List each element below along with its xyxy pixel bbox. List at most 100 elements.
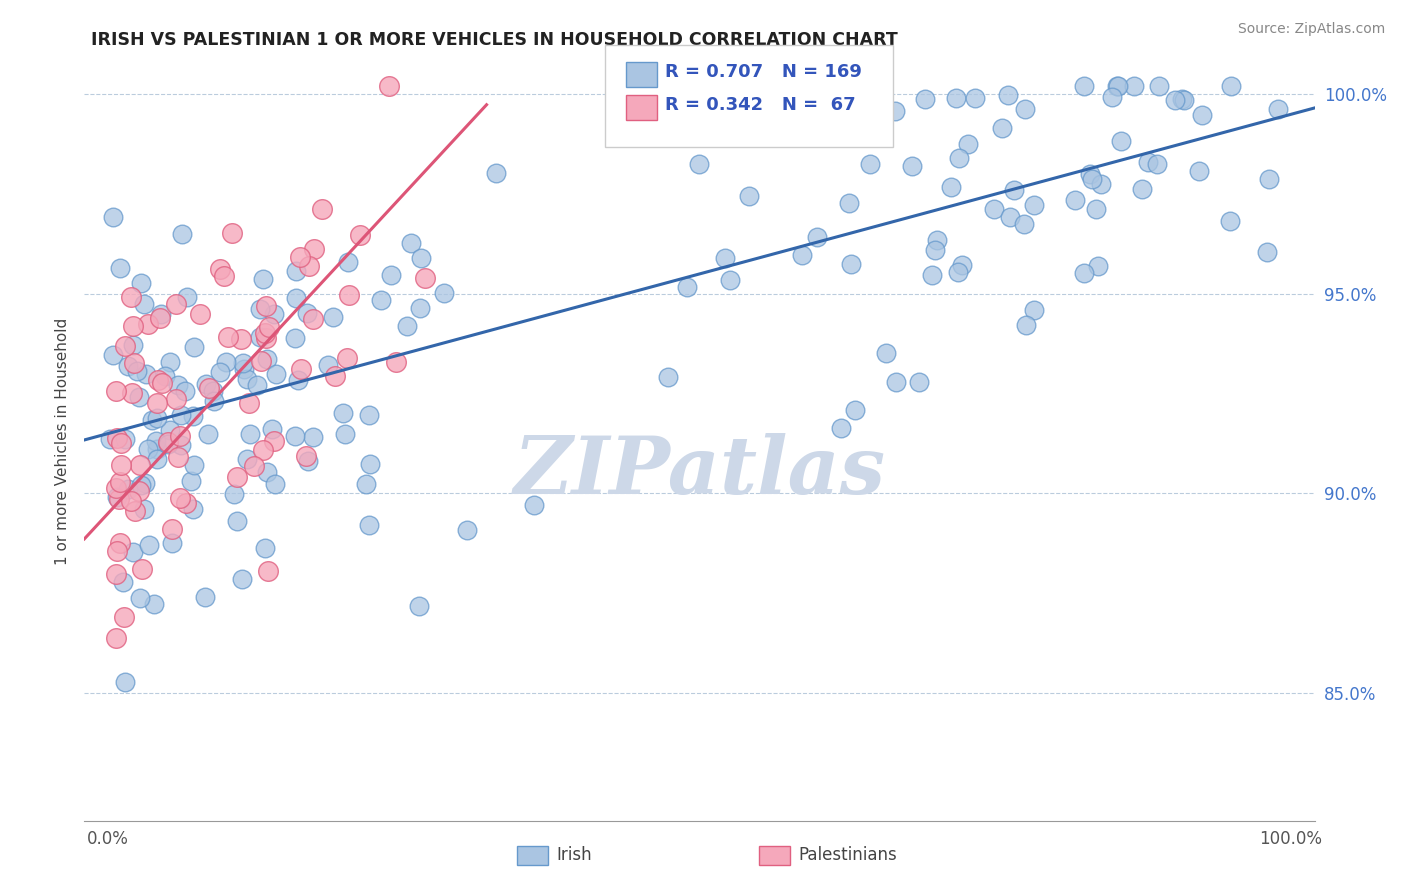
Point [114,339,136,353]
Point [252,443,274,458]
Point [256,465,278,479]
Point [287,374,309,388]
Point [316,359,339,373]
Point [145,434,167,449]
Point [120,493,142,508]
Point [243,459,266,474]
Text: ZIPatlas: ZIPatlas [513,434,886,510]
Point [1107,79,1129,94]
Point [1146,157,1168,171]
Point [108,492,131,507]
Point [884,375,907,389]
Point [114,432,136,446]
Point [136,442,159,457]
Point [787,79,810,94]
Point [159,424,181,438]
Point [266,367,288,381]
Point [939,180,962,194]
Point [159,355,181,369]
Point [150,376,173,391]
Point [1256,244,1278,259]
Point [254,541,277,555]
Point [298,259,321,273]
Point [357,408,380,422]
Point [146,373,169,387]
Point [1122,79,1144,94]
Y-axis label: 1 or more Vehicles in Household: 1 or more Vehicles in Household [55,318,70,566]
Point [121,318,143,333]
Point [195,377,218,392]
Point [132,501,155,516]
Point [169,491,191,505]
Point [337,288,360,302]
Point [101,348,124,362]
Point [884,104,907,119]
Point [948,151,970,165]
Point [128,390,150,404]
Point [965,90,987,104]
Point [226,514,249,528]
Text: Irish: Irish [557,847,592,864]
Point [998,211,1021,225]
Point [110,458,132,472]
Point [357,517,380,532]
Point [675,280,697,294]
Point [1188,163,1211,178]
Point [991,121,1014,136]
Point [703,79,725,94]
Point [1258,172,1281,186]
Point [1014,103,1036,117]
Point [1173,93,1195,107]
Point [336,254,359,268]
Point [257,564,280,578]
Point [246,377,269,392]
Point [209,262,232,277]
Point [297,454,319,468]
Point [101,210,124,224]
Point [181,502,204,516]
Point [378,79,401,94]
Point [1090,177,1112,191]
Point [176,290,198,304]
Point [129,277,152,291]
Point [183,458,205,473]
Point [198,381,221,395]
Point [408,599,430,613]
Text: R = 0.707   N = 169: R = 0.707 N = 169 [665,63,862,81]
Point [117,359,139,374]
Point [180,474,202,488]
Point [146,442,169,456]
Point [231,572,253,586]
Point [256,330,278,344]
Point [1014,318,1036,332]
Point [359,457,381,471]
Point [114,674,136,689]
Point [252,272,274,286]
Point [138,538,160,552]
Point [875,346,897,360]
Point [956,136,979,151]
Point [167,450,190,465]
Point [145,395,167,409]
Point [250,354,273,368]
Point [169,408,191,422]
Point [946,265,969,279]
Point [295,305,318,319]
Point [290,362,312,376]
Point [226,470,249,484]
Point [288,250,311,264]
Point [127,364,149,378]
Text: Palestinians: Palestinians [799,847,897,864]
Point [239,427,262,442]
Point [215,354,238,368]
Point [132,297,155,311]
Point [838,195,860,210]
Point [117,482,139,496]
Point [112,575,135,590]
Text: IRISH VS PALESTINIAN 1 OR MORE VEHICLES IN HOUSEHOLD CORRELATION CHART: IRISH VS PALESTINIAN 1 OR MORE VEHICLES … [91,31,898,49]
Point [149,311,172,326]
Point [121,338,143,352]
Point [1101,90,1123,104]
Point [983,202,1005,217]
Point [1132,182,1154,196]
